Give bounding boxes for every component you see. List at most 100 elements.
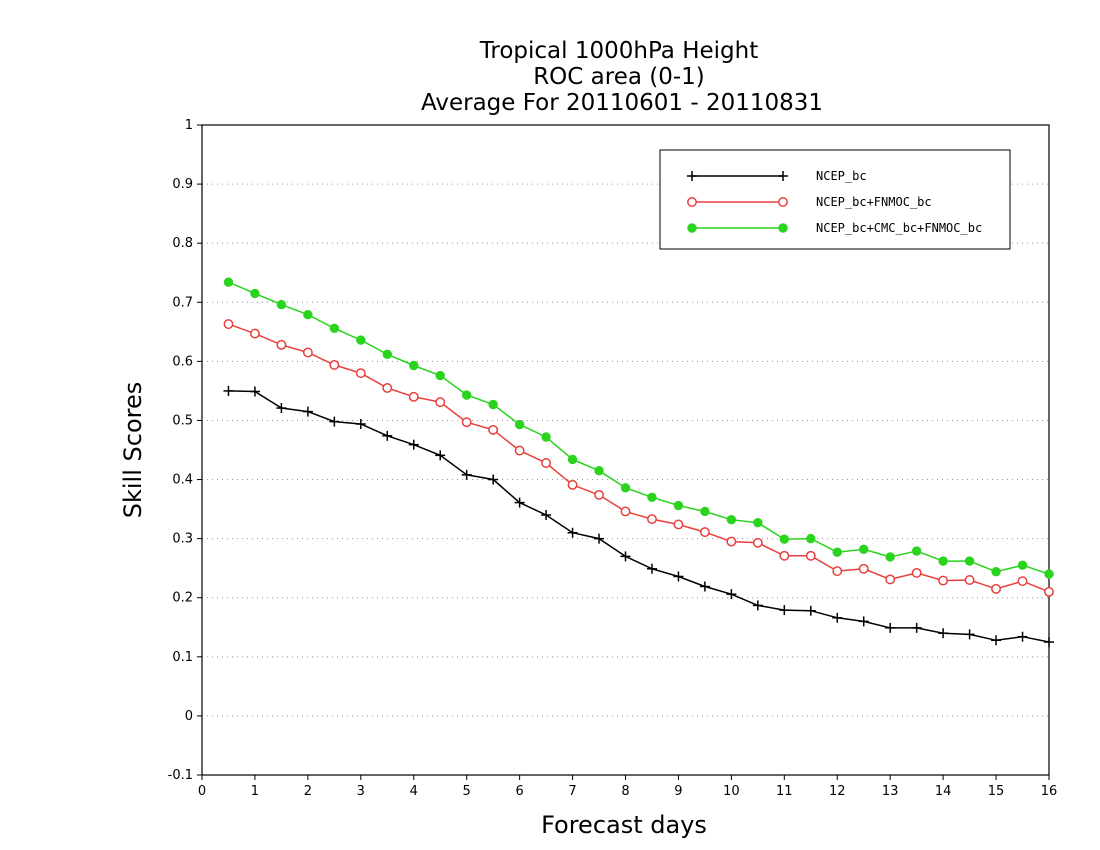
data-point bbox=[276, 403, 287, 414]
series-ncep-bc-cmc-bc-fnmoc-bc bbox=[223, 277, 1054, 579]
data-point bbox=[687, 197, 697, 207]
x-tick-label: 10 bbox=[723, 784, 740, 799]
data-point bbox=[752, 537, 763, 548]
data-point bbox=[700, 506, 710, 517]
data-point bbox=[1044, 586, 1054, 597]
data-point bbox=[885, 552, 895, 562]
y-axis-label: Skill Scores bbox=[119, 382, 147, 519]
data-point bbox=[276, 339, 287, 350]
data-point bbox=[726, 536, 737, 547]
x-tick-label: 2 bbox=[304, 784, 312, 799]
y-tick-label: 0.4 bbox=[172, 473, 193, 488]
grid-lines bbox=[202, 183, 1049, 717]
data-point bbox=[567, 527, 578, 538]
data-point bbox=[832, 547, 842, 557]
x-tick-label: 1 bbox=[251, 784, 259, 799]
data-point bbox=[567, 479, 578, 490]
data-point bbox=[250, 288, 260, 299]
data-point bbox=[911, 567, 922, 578]
series-ncep-bc bbox=[223, 385, 1054, 648]
data-point bbox=[408, 391, 419, 402]
data-point bbox=[1017, 631, 1028, 642]
data-point bbox=[726, 589, 737, 600]
data-point bbox=[778, 223, 788, 233]
data-point bbox=[778, 197, 788, 207]
data-point bbox=[832, 612, 843, 623]
data-point bbox=[806, 533, 816, 544]
legend-entry: NCEP_bc+CMC_bc+FNMOC_bc bbox=[687, 221, 982, 235]
legend-label: NCEP_bc+CMC_bc+FNMOC_bc bbox=[816, 221, 982, 235]
x-axis-label: Forecast days bbox=[541, 811, 707, 839]
data-point bbox=[435, 450, 446, 461]
x-tick-label: 6 bbox=[515, 784, 523, 799]
series-ncep-bc-fnmoc-bc bbox=[223, 319, 1054, 597]
data-point bbox=[699, 527, 710, 538]
data-point bbox=[461, 390, 472, 400]
data-point bbox=[647, 514, 657, 525]
data-point bbox=[408, 439, 419, 450]
x-tick-label: 11 bbox=[776, 784, 793, 799]
data-point bbox=[594, 465, 604, 476]
y-tick-label: 0.8 bbox=[172, 236, 193, 251]
data-point bbox=[355, 368, 366, 379]
data-point bbox=[991, 583, 1002, 594]
x-tick-label: 7 bbox=[568, 784, 576, 799]
x-tick-label: 5 bbox=[463, 784, 471, 799]
data-point bbox=[514, 445, 525, 456]
x-tick-label: 9 bbox=[674, 784, 682, 799]
data-point bbox=[885, 574, 896, 585]
legend-label: NCEP_bc bbox=[816, 169, 867, 183]
data-point bbox=[223, 319, 234, 330]
data-point bbox=[859, 544, 869, 554]
data-point bbox=[726, 515, 737, 525]
series-line bbox=[228, 281, 1050, 575]
data-point bbox=[805, 550, 816, 561]
data-point bbox=[620, 483, 631, 493]
legend-box bbox=[659, 149, 1011, 250]
data-point bbox=[223, 277, 234, 287]
x-tick-label: 16 bbox=[1041, 784, 1058, 799]
data-point bbox=[329, 323, 340, 333]
data-point bbox=[938, 556, 948, 566]
data-point bbox=[435, 370, 445, 381]
y-tick-label: 0.5 bbox=[172, 413, 193, 428]
data-point bbox=[938, 575, 949, 586]
data-point bbox=[753, 517, 763, 528]
legend: NCEP_bc NCEP_bc+FNMOC_bc NCEP_bc+CMC_bc+FN… bbox=[659, 149, 1011, 250]
chart-title-line-1: Tropical 1000hPa Height bbox=[479, 38, 759, 64]
data-point bbox=[355, 419, 366, 429]
data-point bbox=[382, 349, 392, 359]
data-point bbox=[911, 546, 922, 556]
data-point bbox=[382, 430, 393, 441]
data-point bbox=[1044, 569, 1054, 579]
data-point bbox=[461, 417, 472, 428]
x-tick-label: 3 bbox=[357, 784, 365, 799]
data-point bbox=[687, 171, 697, 181]
y-tick-label: 0.1 bbox=[172, 650, 193, 665]
data-point bbox=[541, 510, 552, 520]
data-point bbox=[699, 581, 710, 592]
y-tick-label: 0.2 bbox=[172, 591, 193, 606]
data-point bbox=[779, 534, 790, 544]
data-point bbox=[673, 500, 684, 511]
chart-title-line-2: ROC area (0-1) bbox=[533, 64, 705, 90]
y-tick-label: -0.1 bbox=[168, 768, 193, 783]
data-point bbox=[488, 399, 498, 410]
y-tick-label: 0.3 bbox=[172, 532, 193, 547]
data-point bbox=[778, 171, 788, 181]
data-point bbox=[673, 519, 684, 530]
data-point bbox=[752, 600, 763, 611]
data-point bbox=[435, 397, 446, 408]
data-point bbox=[779, 605, 790, 616]
data-point bbox=[1017, 576, 1028, 587]
legend-entry: NCEP_bc bbox=[687, 169, 867, 183]
data-point bbox=[687, 223, 697, 233]
data-point bbox=[620, 506, 631, 517]
y-tick-label: 0.7 bbox=[172, 295, 193, 310]
series-layer bbox=[223, 277, 1054, 648]
data-point bbox=[594, 533, 605, 544]
data-point bbox=[488, 474, 499, 485]
data-point bbox=[858, 563, 869, 574]
data-point bbox=[356, 335, 366, 345]
